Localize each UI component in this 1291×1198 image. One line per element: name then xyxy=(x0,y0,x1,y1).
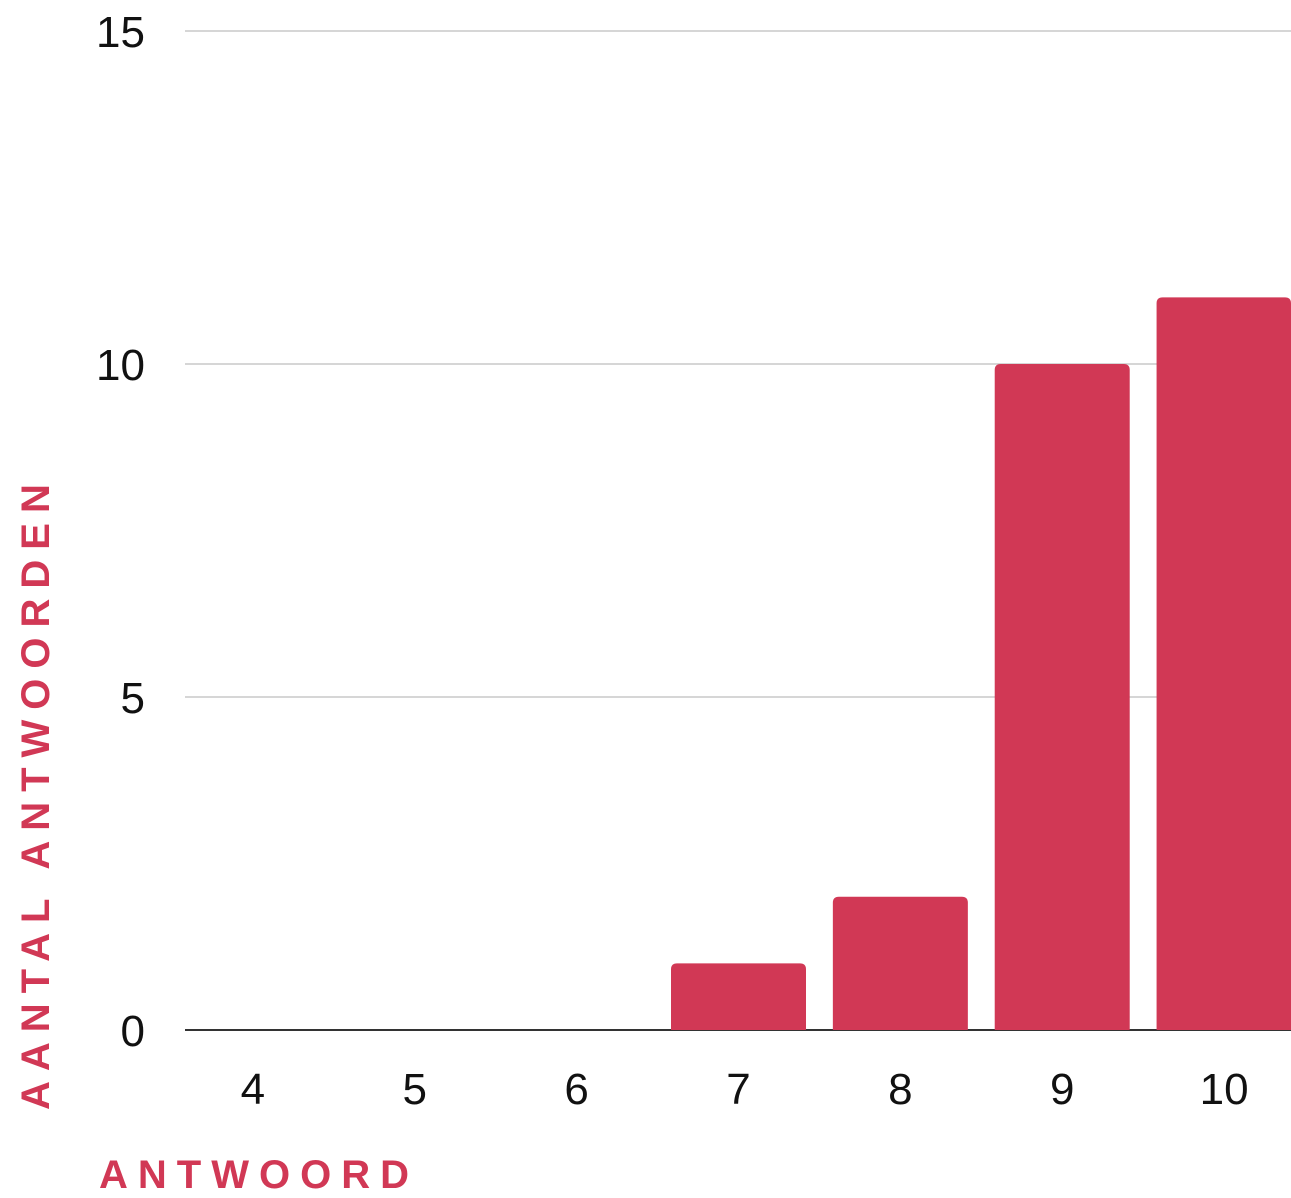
bars xyxy=(671,297,1291,1030)
bar-9 xyxy=(994,364,1130,1030)
x-tick-label: 5 xyxy=(403,1065,427,1114)
y-tick-label: 5 xyxy=(121,674,145,723)
y-axis-title: AANTAL ANTWOORDEN xyxy=(14,474,58,1110)
x-tick-label: 6 xyxy=(564,1065,588,1114)
x-tick-label: 9 xyxy=(1050,1065,1074,1114)
bar-10 xyxy=(1156,297,1291,1030)
x-tick-label: 8 xyxy=(888,1065,912,1114)
x-tick-label: 4 xyxy=(241,1065,265,1114)
y-axis-ticks: 0 5 10 15 xyxy=(96,8,145,1056)
x-axis-title: ANTWOORD xyxy=(99,1153,419,1193)
y-tick-label: 15 xyxy=(96,8,145,57)
x-tick-label: 10 xyxy=(1200,1065,1249,1114)
y-tick-label: 10 xyxy=(96,341,145,390)
bar-8 xyxy=(832,896,968,1030)
x-tick-label: 7 xyxy=(726,1065,750,1114)
y-tick-label: 0 xyxy=(121,1007,145,1056)
x-axis-ticks: 4 5 6 7 8 9 10 xyxy=(241,1065,1249,1114)
bar-7 xyxy=(671,963,806,1030)
